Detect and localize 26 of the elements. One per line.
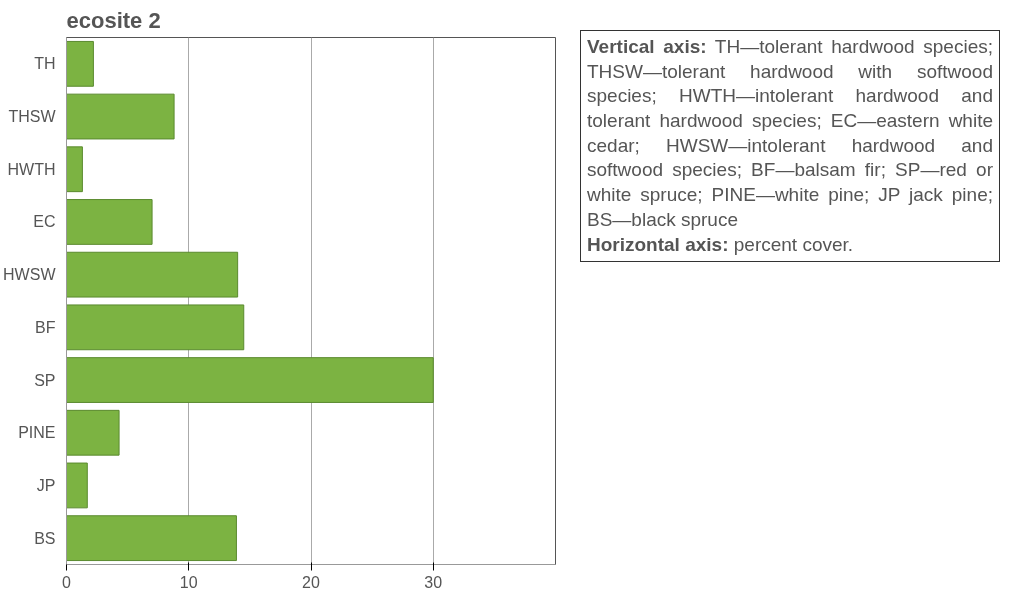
- y-tick-label: JP: [36, 476, 56, 494]
- bar: [66, 146, 83, 193]
- bar: [66, 93, 175, 140]
- chart-title: ecosite 2: [66, 7, 161, 33]
- y-tick-label: EC: [33, 213, 56, 231]
- y-tick-label: HWSW: [3, 266, 57, 284]
- x-tick-label: 10: [179, 573, 198, 591]
- y-tick-label: BS: [34, 529, 56, 547]
- bar: [66, 357, 434, 403]
- bar: [66, 199, 153, 245]
- bar: [66, 409, 120, 456]
- y-tick-label: PINE: [18, 424, 56, 442]
- y-tick-label: SP: [34, 371, 56, 389]
- y-tick-label: TH: [34, 55, 56, 73]
- y-tick-label: BF: [35, 318, 56, 336]
- bar: [66, 40, 94, 87]
- y-tick-label: THSW: [8, 108, 57, 126]
- x-tick-label: 0: [62, 573, 72, 591]
- bar: [66, 515, 237, 562]
- x-tick-label: 20: [302, 573, 320, 591]
- text: Horizontal axis: percent cover.: [587, 233, 854, 255]
- bar: [66, 304, 245, 351]
- y-tick-label: HWTH: [7, 160, 56, 178]
- x-tick-label: 30: [424, 573, 443, 591]
- bar: [66, 462, 88, 509]
- bar: [66, 251, 239, 298]
